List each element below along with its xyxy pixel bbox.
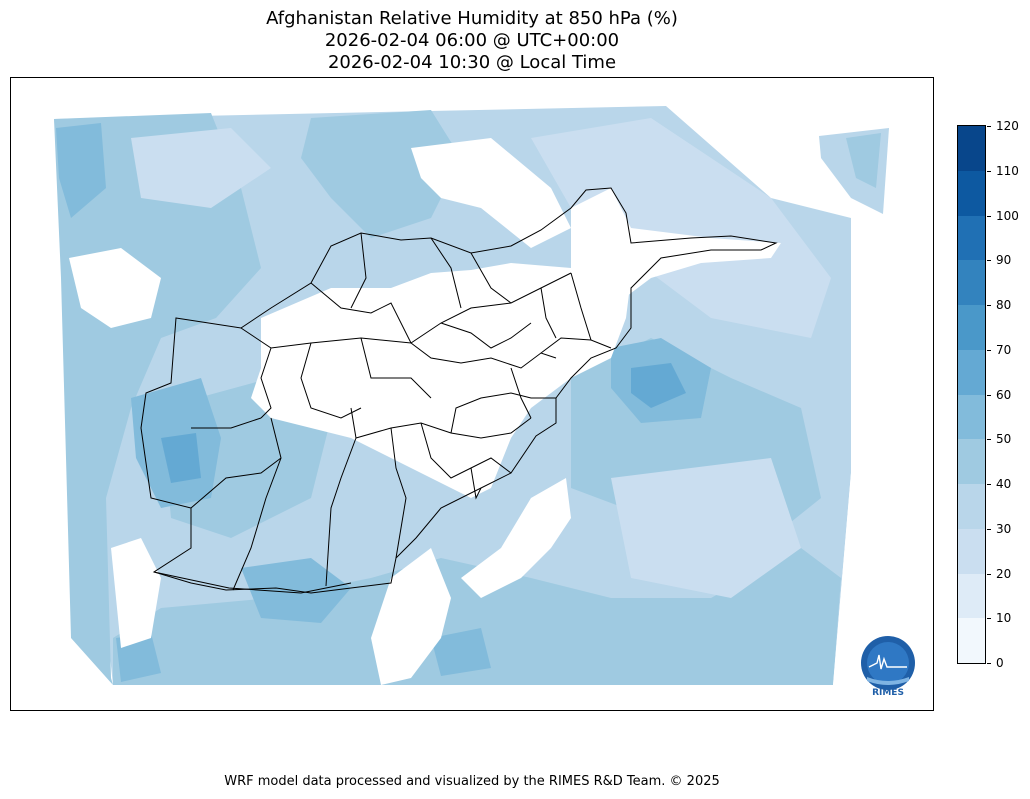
humidity-zone-30-40-southeast bbox=[611, 458, 801, 598]
colorbar-tick-label: 90 bbox=[996, 253, 1012, 268]
colorbar-tick-label: 20 bbox=[996, 566, 1012, 581]
colorbar-segment bbox=[958, 126, 985, 171]
humidity-zone-40-50-south bbox=[113, 548, 841, 685]
colorbar-tick-mark bbox=[987, 170, 991, 172]
nodata-northeast bbox=[571, 188, 781, 308]
province-line-4 bbox=[430, 237, 462, 309]
province-line-17 bbox=[450, 392, 556, 434]
colorbar-segment bbox=[958, 573, 985, 619]
map-title: Afghanistan Relative Humidity at 850 hPa… bbox=[266, 8, 678, 29]
humidity-patch-ne-corner-inner bbox=[846, 133, 881, 188]
province-line-10 bbox=[440, 322, 532, 349]
province-line-5 bbox=[470, 252, 512, 304]
colorbar-tick-mark bbox=[987, 663, 991, 664]
province-line-12 bbox=[232, 417, 282, 591]
colorbar-tick-mark bbox=[987, 394, 991, 396]
colorbar-tick-mark bbox=[987, 618, 991, 620]
province-line-2 bbox=[310, 282, 412, 344]
province-line-14 bbox=[191, 417, 262, 429]
humidity-map bbox=[54, 106, 933, 710]
province-line-13 bbox=[190, 457, 282, 509]
province-line-18 bbox=[390, 427, 407, 559]
colorbar-segment bbox=[958, 349, 985, 395]
colorbar-tick-label: 10 bbox=[996, 611, 1012, 626]
rimes-logo: RIMES bbox=[855, 633, 921, 699]
colorbar-tick-label: 110 bbox=[996, 163, 1019, 178]
province-line-1 bbox=[240, 272, 572, 349]
humidity-zone-50-60-nw bbox=[56, 123, 106, 218]
humidity-zone-50-60-southmid bbox=[431, 628, 491, 676]
rimes-logo-icon: RIMES bbox=[861, 636, 915, 698]
province-line-21 bbox=[540, 337, 612, 354]
rimes-logo-text: RIMES bbox=[872, 688, 904, 698]
nodata-afghanistan-interior bbox=[251, 263, 631, 498]
colorbar-tick-mark bbox=[987, 260, 991, 262]
colorbar-tick-mark bbox=[987, 215, 991, 217]
colorbar-tick-mark bbox=[987, 573, 991, 575]
colorbar-tick-mark bbox=[987, 126, 991, 127]
colorbar-tick-mark bbox=[987, 305, 991, 306]
local-time: 2026-02-04 10:30 @ Local Time bbox=[327, 52, 617, 73]
colorbar-tick-label: 120 bbox=[996, 119, 1019, 133]
province-line-11 bbox=[325, 407, 357, 587]
nodata-north-strip bbox=[411, 138, 571, 248]
colorbar-tick-label: 100 bbox=[996, 208, 1019, 223]
colorbar-segment bbox=[958, 484, 985, 529]
humidity-zone-30-40-north bbox=[131, 128, 271, 208]
colorbar-segment bbox=[958, 439, 985, 484]
nodata-east-strip bbox=[461, 478, 571, 598]
colorbar-segment bbox=[958, 260, 985, 305]
province-line-24 bbox=[153, 571, 352, 594]
colorbar-tick-label: 0 bbox=[996, 656, 1004, 670]
colorbar-tick-label: 60 bbox=[996, 387, 1012, 402]
colorbar bbox=[957, 125, 986, 664]
utc-time: 2026-02-04 06:00 @ UTC+00:00 bbox=[324, 30, 620, 51]
humidity-zone-40-50-north bbox=[301, 110, 461, 238]
colorbar-tick-label: 70 bbox=[996, 342, 1012, 357]
colorbar-tick-label: 80 bbox=[996, 298, 1012, 312]
province-line-19 bbox=[470, 467, 482, 500]
map-panel bbox=[10, 77, 934, 711]
nodata-southwest bbox=[111, 538, 161, 648]
footer-credit: WRF model data processed and visualized … bbox=[224, 774, 720, 789]
colorbar-tick-label: 30 bbox=[996, 521, 1012, 536]
colorbar-tick-mark bbox=[987, 484, 991, 485]
colorbar-tick-label: 50 bbox=[996, 432, 1012, 447]
colorbar-segment bbox=[958, 170, 985, 216]
humidity-zone-30-40-northeast bbox=[531, 118, 831, 338]
province-line-16 bbox=[420, 422, 512, 479]
colorbar-segment bbox=[958, 528, 985, 574]
nodata-outside-right bbox=[666, 106, 933, 710]
colorbar-segment bbox=[958, 618, 985, 663]
colorbar-tick-mark bbox=[987, 439, 991, 441]
humidity-zone-60-70-east bbox=[631, 363, 686, 408]
colorbar-tick-mark bbox=[987, 349, 991, 351]
colorbar-tick-mark bbox=[987, 528, 991, 530]
province-line-23 bbox=[540, 287, 557, 339]
province-line-20 bbox=[510, 367, 532, 419]
province-line-7 bbox=[300, 342, 362, 419]
humidity-zone-60-70-west bbox=[161, 433, 201, 483]
province-line-6 bbox=[260, 347, 272, 419]
colorbar-tick-label: 40 bbox=[996, 477, 1012, 491]
country-borders bbox=[140, 187, 778, 594]
province-line-22 bbox=[570, 272, 592, 341]
nodata-west-coast bbox=[69, 248, 161, 328]
province-line-8 bbox=[360, 337, 432, 399]
colorbar-segment bbox=[958, 305, 985, 350]
colorbar-segment bbox=[958, 215, 985, 261]
colorbar-ticks: 0 10 20 30 40 50 60 70 80 90 100 110 120 bbox=[987, 119, 1030, 670]
colorbar-segment bbox=[958, 394, 985, 440]
province-line-3 bbox=[350, 232, 367, 309]
